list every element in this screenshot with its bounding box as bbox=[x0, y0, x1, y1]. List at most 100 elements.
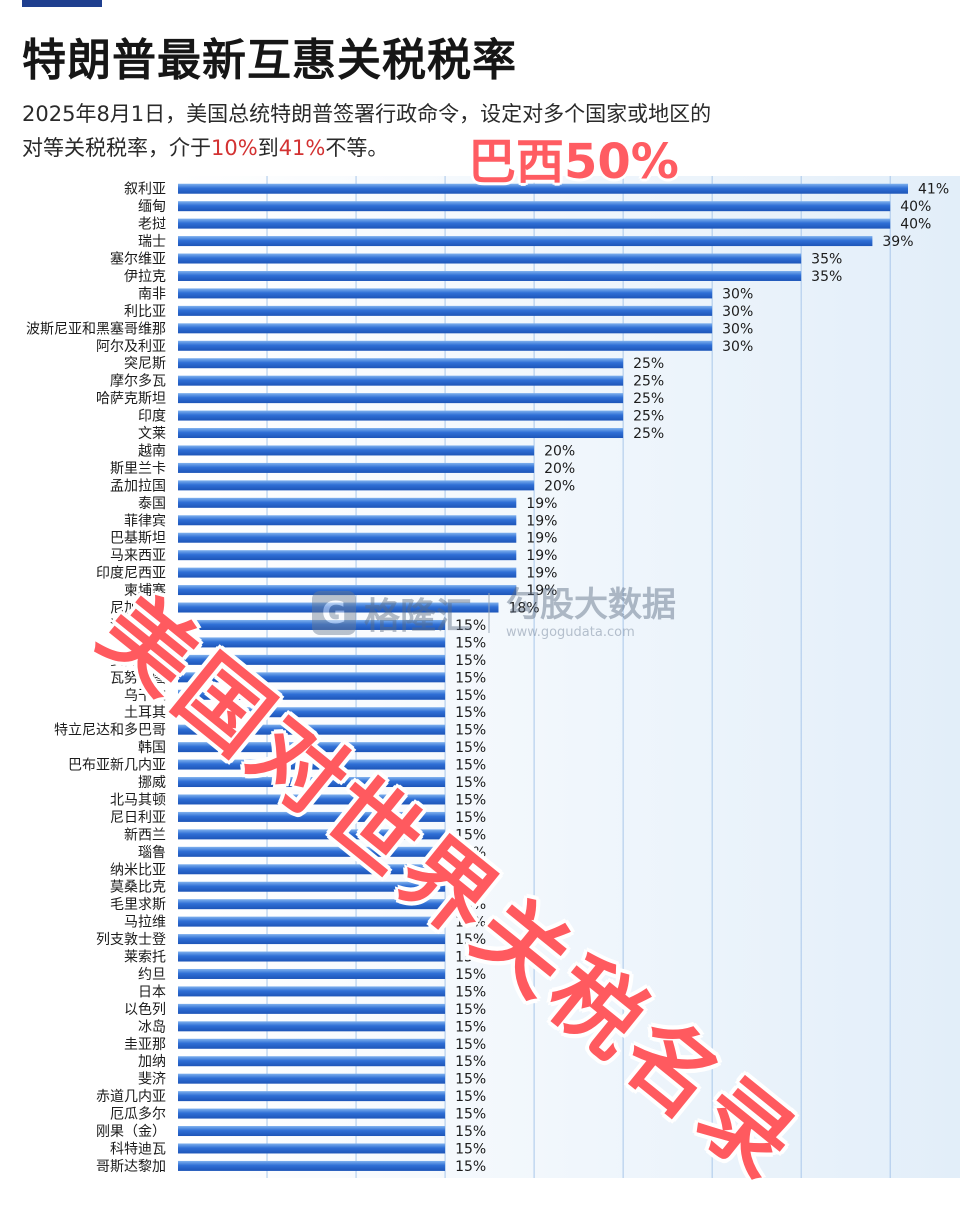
watermark-url: www.gogudata.com bbox=[506, 624, 635, 640]
bar bbox=[178, 358, 624, 369]
bar bbox=[178, 899, 446, 910]
bar bbox=[178, 288, 713, 299]
brazil-annotation: 巴西50% bbox=[468, 134, 679, 190]
value-label: 15% bbox=[455, 723, 486, 739]
bar bbox=[178, 811, 446, 822]
category-label: 菲律宾 bbox=[124, 513, 166, 529]
category-label: 以色列 bbox=[124, 1001, 166, 1018]
bar bbox=[178, 428, 624, 439]
bar bbox=[178, 462, 535, 473]
bar bbox=[178, 934, 446, 945]
category-label: 毛里求斯 bbox=[110, 897, 166, 913]
value-label: 19% bbox=[526, 496, 557, 512]
value-label: 15% bbox=[455, 635, 486, 651]
value-label: 15% bbox=[455, 950, 486, 966]
bar bbox=[178, 497, 517, 508]
value-label: 15% bbox=[455, 967, 486, 983]
category-label: 印度 bbox=[138, 409, 166, 425]
value-label: 15% bbox=[455, 845, 486, 861]
bar bbox=[178, 305, 713, 316]
header-accent-bar bbox=[22, 0, 102, 7]
bar bbox=[178, 672, 446, 683]
category-label: 纳米比亚 bbox=[110, 862, 166, 878]
value-label: 15% bbox=[455, 1072, 486, 1088]
value-label: 15% bbox=[455, 897, 486, 913]
category-label: 越南 bbox=[138, 443, 166, 459]
subtitle-high-rate: 41% bbox=[278, 136, 326, 160]
bar bbox=[178, 846, 446, 857]
category-label: 乌干达 bbox=[124, 688, 166, 704]
value-label: 15% bbox=[455, 810, 486, 826]
value-label: 15% bbox=[455, 827, 486, 843]
category-label: 土耳其 bbox=[124, 705, 166, 721]
bar bbox=[178, 951, 446, 962]
value-label: 30% bbox=[722, 286, 753, 302]
bar bbox=[178, 1021, 446, 1032]
value-label: 40% bbox=[900, 217, 931, 233]
subtitle-low-rate: 10% bbox=[211, 136, 258, 160]
bar bbox=[178, 393, 624, 404]
category-label: 伊拉克 bbox=[124, 269, 166, 285]
category-label: 孟加拉国 bbox=[110, 478, 166, 494]
bar bbox=[178, 340, 713, 351]
bar bbox=[178, 724, 446, 735]
category-label: 哥斯达黎加 bbox=[96, 1159, 166, 1175]
category-label: 冰岛 bbox=[138, 1019, 166, 1035]
value-label: 15% bbox=[455, 1107, 486, 1123]
watermark-divider bbox=[488, 593, 491, 633]
value-label: 15% bbox=[455, 862, 486, 878]
value-label: 25% bbox=[633, 426, 664, 442]
bar bbox=[178, 654, 446, 665]
subtitle-prefix: 对等关税税率，介于 bbox=[22, 136, 211, 160]
bar bbox=[178, 1160, 446, 1171]
category-label: 委内瑞拉 bbox=[110, 653, 166, 669]
value-label: 15% bbox=[455, 740, 486, 756]
value-label: 39% bbox=[882, 234, 913, 250]
value-label: 15% bbox=[455, 880, 486, 896]
value-label: 25% bbox=[633, 409, 664, 425]
value-label: 30% bbox=[722, 304, 753, 320]
value-label: 25% bbox=[633, 391, 664, 407]
subtitle-line-1: 2025年8月1日，美国总统特朗普签署行政命令，设定对多个国家或地区的 bbox=[22, 102, 712, 126]
category-label: 利比亚 bbox=[124, 304, 166, 320]
subtitle-line-2: 对等关税税率，介于10%到41%不等。 bbox=[22, 132, 388, 162]
bar bbox=[178, 759, 446, 770]
category-label: 叙利亚 bbox=[124, 181, 166, 198]
category-label: 刚果（金） bbox=[96, 1124, 166, 1140]
category-label: 巴布亚新几内亚 bbox=[68, 758, 166, 774]
bar bbox=[178, 480, 535, 491]
bar bbox=[178, 602, 499, 613]
bar bbox=[178, 707, 446, 718]
category-label: 新西兰 bbox=[124, 827, 166, 843]
bar bbox=[178, 777, 446, 788]
category-label: 塞尔维亚 bbox=[110, 251, 166, 268]
category-label: 瓦努阿图 bbox=[110, 670, 166, 686]
category-label: 缅甸 bbox=[138, 199, 166, 215]
watermark-brand-2: 勾股大数据 bbox=[506, 584, 677, 625]
value-label: 15% bbox=[455, 932, 486, 948]
bar bbox=[178, 1108, 446, 1119]
bar bbox=[178, 1003, 446, 1014]
value-label: 15% bbox=[455, 1002, 486, 1018]
category-label: 泰国 bbox=[138, 496, 166, 512]
category-label: 突尼斯 bbox=[124, 356, 166, 372]
category-label: 莫桑比克 bbox=[110, 880, 166, 896]
bar bbox=[178, 1038, 446, 1049]
category-label: 印度尼西亚 bbox=[96, 566, 166, 582]
value-label: 15% bbox=[455, 1141, 486, 1157]
subtitle-to: 到 bbox=[257, 136, 279, 160]
value-label: 15% bbox=[455, 775, 486, 791]
category-label: 韩国 bbox=[138, 740, 166, 756]
bar bbox=[178, 1073, 446, 1084]
category-label: 尼日利亚 bbox=[110, 810, 166, 826]
value-label: 41% bbox=[918, 182, 949, 198]
value-label: 15% bbox=[455, 618, 486, 634]
category-label: 瑞士 bbox=[138, 234, 166, 250]
bar bbox=[178, 916, 446, 927]
bar bbox=[178, 218, 891, 229]
category-label: 赞比亚 bbox=[124, 635, 166, 651]
bar bbox=[178, 794, 446, 805]
category-label: 北马其顿 bbox=[110, 792, 166, 808]
bar bbox=[178, 323, 713, 334]
value-label: 15% bbox=[455, 1019, 486, 1035]
